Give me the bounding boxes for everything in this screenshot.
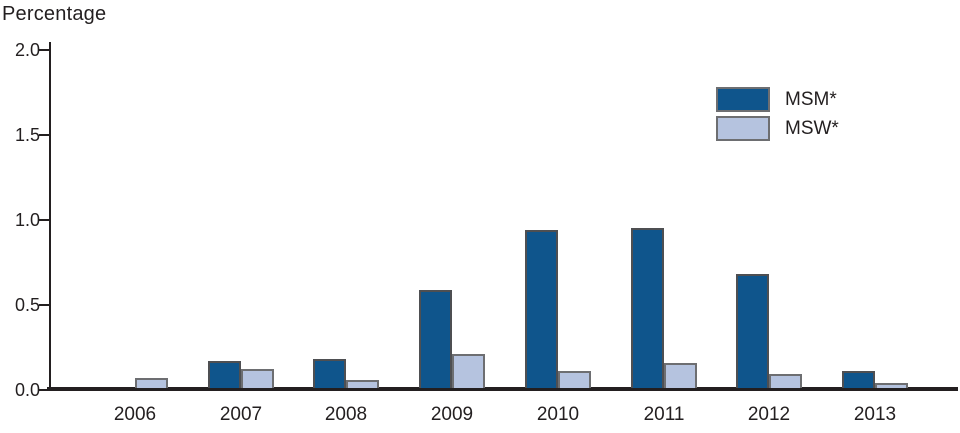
- x-axis-line: [47, 387, 958, 391]
- y-tick-label: 0.0: [14, 380, 40, 400]
- x-axis-label-2010: 2010: [536, 404, 580, 425]
- x-axis-label-2013: 2013: [853, 404, 897, 425]
- bar-msw-2010: [558, 371, 591, 388]
- legend-item-msm: MSM*: [716, 87, 839, 112]
- bar-msm-2012: [736, 274, 769, 388]
- y-tick-label: 2.0: [14, 40, 40, 60]
- legend-swatch-msw: [716, 116, 770, 141]
- legend-item-msw: MSW*: [716, 116, 839, 141]
- y-axis-line: [49, 42, 51, 391]
- y-tick-mark: [39, 219, 50, 221]
- bar-msw-2008: [346, 380, 379, 388]
- bar-msm-2008: [313, 359, 346, 388]
- legend-swatch-msm: [716, 87, 770, 112]
- x-axis-label-2009: 2009: [430, 404, 474, 425]
- bar-msm-2013: [842, 371, 875, 388]
- bar-msw-2012: [769, 374, 802, 388]
- y-tick-mark: [39, 134, 50, 136]
- bar-msm-2009: [419, 290, 452, 388]
- bar-msw-2013: [875, 383, 908, 388]
- x-axis-label-2008: 2008: [324, 404, 368, 425]
- bar-msw-2007: [241, 369, 274, 388]
- y-axis-title: Percentage: [2, 3, 107, 25]
- bar-msm-2011: [631, 228, 664, 388]
- bar-msw-2011: [664, 363, 697, 388]
- y-tick-label: 1.0: [14, 210, 40, 230]
- bar-msw-2006: [135, 378, 168, 388]
- x-axis-label-2011: 2011: [643, 404, 685, 425]
- legend-label-msw: MSW*: [785, 118, 839, 139]
- bar-msm-2010: [525, 230, 558, 388]
- y-tick-mark: [39, 49, 50, 51]
- legend: MSM* MSW*: [716, 87, 839, 145]
- y-tick-mark: [39, 304, 50, 306]
- x-axis-label-2012: 2012: [747, 404, 791, 425]
- bar-msm-2007: [208, 361, 241, 388]
- legend-label-msm: MSM*: [785, 89, 837, 110]
- y-tick-label: 1.5: [14, 125, 40, 145]
- x-axis-label-2007: 2007: [219, 404, 263, 425]
- y-tick-mark: [39, 389, 50, 391]
- x-axis-label-2006: 2006: [113, 404, 157, 425]
- y-tick-label: 0.5: [14, 295, 40, 315]
- bar-msw-2009: [452, 354, 485, 388]
